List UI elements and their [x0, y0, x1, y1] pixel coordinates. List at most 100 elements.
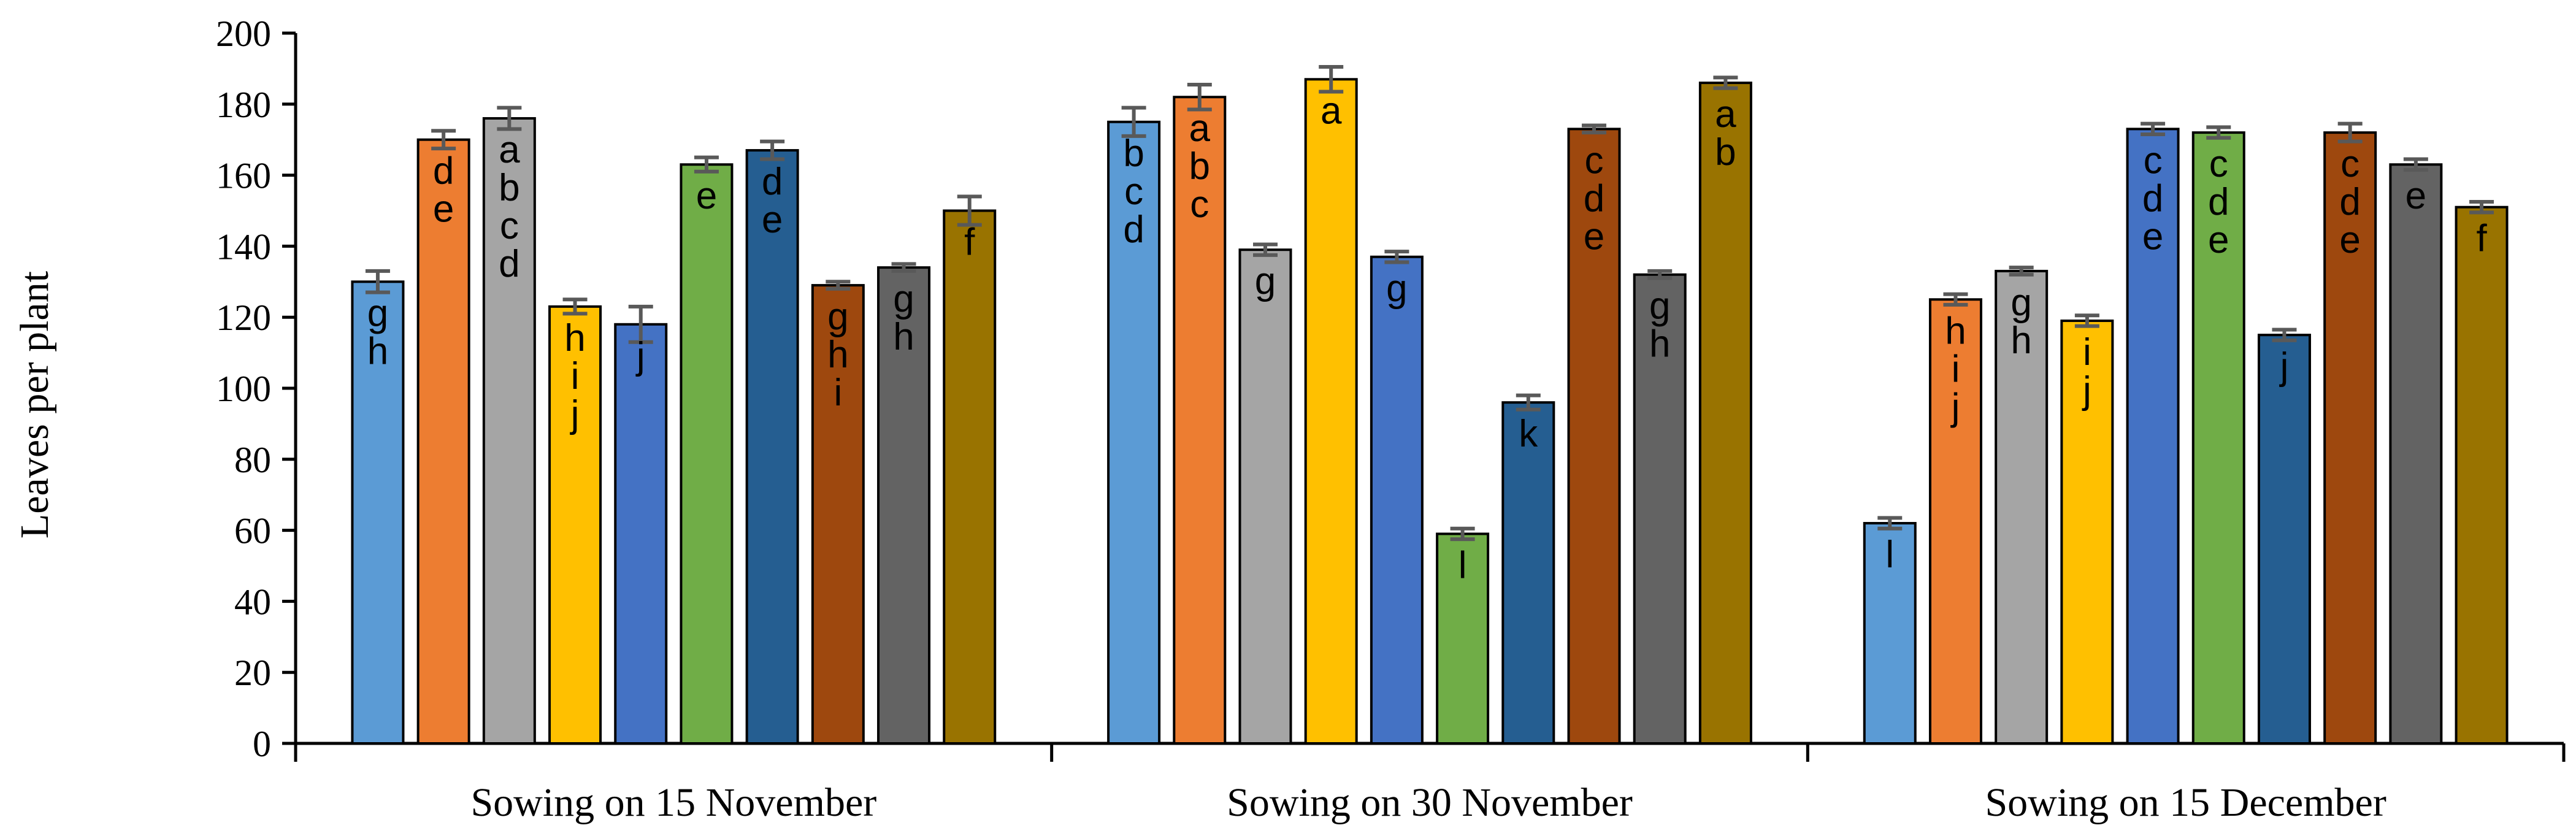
y-tick-label: 200 [216, 13, 271, 54]
significance-letter: h [564, 317, 585, 359]
significance-letter: e [1584, 215, 1604, 258]
significance-letter: e [2405, 175, 2426, 217]
bar [1238, 248, 1292, 745]
bar [416, 138, 470, 745]
bar [1501, 401, 1555, 745]
y-axis-title: Leaves per plant [12, 271, 57, 539]
significance-letter: j [2279, 345, 2289, 388]
significance-letter: k [1519, 413, 1538, 455]
significance-letter: e [2208, 219, 2229, 261]
y-tick-label: 40 [234, 581, 271, 622]
significance-letter: i [2083, 331, 2091, 374]
bar [1863, 522, 1917, 745]
bar [1928, 298, 1982, 745]
significance-letter: g [1255, 260, 1276, 302]
bar [680, 163, 734, 745]
bar [811, 284, 865, 745]
bar [351, 280, 405, 745]
bar [2257, 334, 2311, 745]
bar [1107, 120, 1161, 745]
significance-letter: e [2339, 219, 2360, 261]
significance-letter: f [2476, 218, 2487, 260]
significance-letter: d [1123, 209, 1144, 251]
y-tick-label: 160 [216, 156, 271, 196]
significance-letter: h [1649, 323, 1670, 366]
significance-letter: h [893, 316, 914, 358]
significance-letter: l [1459, 544, 1467, 586]
bar [2389, 163, 2443, 745]
significance-letter: e [2142, 215, 2163, 258]
significance-letter: c [2144, 139, 2163, 182]
significance-letter: h [1945, 310, 1966, 352]
bar [2060, 319, 2114, 745]
significance-letter: d [433, 150, 454, 193]
significance-letter: d [1584, 177, 1604, 220]
bar [1995, 269, 2049, 745]
significance-letter: g [893, 278, 914, 320]
significance-letter: e [762, 199, 783, 241]
bar [2126, 128, 2180, 745]
bar [1698, 82, 1752, 745]
y-tick-label: 0 [253, 724, 271, 764]
x-axis: Sowing on 15 November Sowing on 30 Novemb… [294, 742, 2566, 825]
significance-letter: b [1189, 145, 1210, 188]
x-category-label: Sowing on 15 December [1985, 780, 2386, 825]
significance-letter: d [2142, 177, 2163, 220]
significance-letter: j [635, 335, 645, 377]
bar [1173, 96, 1227, 745]
significance-letter: g [2011, 282, 2031, 324]
significance-letter: i [571, 355, 580, 397]
significance-letter: a [1715, 93, 1736, 136]
significance-letter: h [367, 330, 388, 372]
y-tick-label: 120 [216, 297, 271, 338]
significance-letter: e [696, 175, 717, 217]
significance-letter: j [570, 393, 580, 435]
y-tick-label: 80 [234, 440, 271, 480]
significance-letter: a [1321, 90, 1342, 132]
significance-letter: e [433, 188, 454, 231]
y-axis: 0 20 40 60 80 100 120 140 160 180 200 [216, 13, 297, 764]
significance-letter: c [500, 205, 519, 247]
significance-letter: g [1386, 267, 1407, 310]
significance-letter: g [1649, 285, 1670, 328]
significance-letter: l [1885, 534, 1894, 576]
x-category-label: Sowing on 30 November [1227, 780, 1633, 825]
significance-letter: b [499, 167, 519, 209]
significance-letter: c [2209, 143, 2228, 185]
bar [614, 323, 668, 745]
bar [2455, 205, 2509, 745]
significance-letter: j [1950, 386, 1960, 428]
bar [482, 117, 536, 745]
significance-letter: h [2011, 320, 2031, 362]
significance-letter: c [1585, 139, 1604, 182]
bar [1436, 532, 1490, 745]
y-tick-label: 20 [234, 653, 271, 693]
significance-letter: d [2339, 181, 2360, 223]
significance-letter: j [2082, 369, 2091, 412]
y-tick-label: 100 [216, 369, 271, 409]
y-tick-label: 60 [234, 511, 271, 551]
bar [2191, 131, 2245, 745]
significance-letter: f [964, 221, 975, 264]
significance-letter: c [1190, 183, 1209, 226]
significance-letter: d [2208, 181, 2229, 223]
significance-letter: b [1123, 132, 1144, 175]
x-category-label: Sowing on 15 November [470, 780, 876, 825]
y-tick-label: 180 [216, 85, 271, 125]
bar [943, 209, 997, 745]
significance-letter: c [2340, 143, 2359, 185]
significance-letter: a [499, 129, 520, 171]
significance-letter: g [367, 292, 388, 334]
significance-letter: h [827, 334, 848, 376]
significance-letter: i [834, 372, 842, 414]
significance-letter: g [827, 296, 848, 338]
significance-letter: i [1952, 348, 1960, 390]
significance-letter: b [1715, 131, 1736, 174]
bar [877, 266, 931, 745]
bar [548, 305, 602, 745]
significance-letter: d [499, 243, 519, 285]
significance-letter: c [1124, 171, 1143, 213]
significance-letter: a [1189, 107, 1211, 150]
